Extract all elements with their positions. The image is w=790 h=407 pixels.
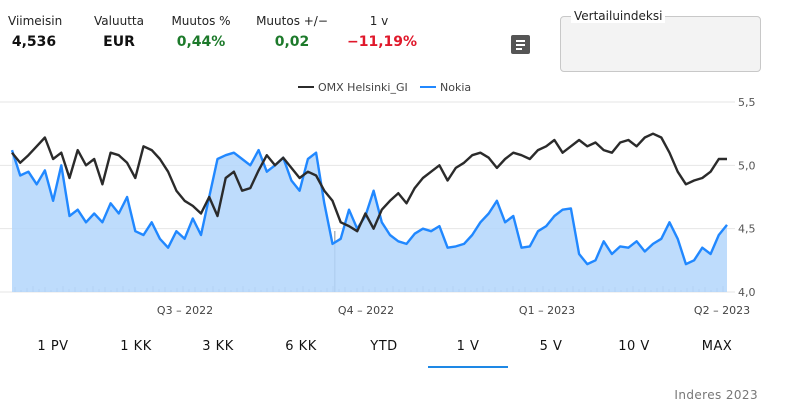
range-3kk[interactable]: 3 KK xyxy=(202,339,234,354)
legend-label-omx[interactable]: OMX Helsinki_GI xyxy=(318,81,408,94)
stat-last: Viimeisin 4,536 xyxy=(8,14,63,50)
stat-currency: Valuutta EUR xyxy=(92,14,146,50)
y-tick-label: 5,0 xyxy=(738,159,756,172)
stat-value: 0,44% xyxy=(176,34,226,50)
x-tick-label: Q4 – 2022 xyxy=(338,304,394,317)
range-selector: 1 PV 1 KK 3 KK 6 KK YTD 1 V 5 V 10 V MAX xyxy=(0,338,790,368)
stat-change-abs: Muutos +/− 0,02 xyxy=(254,14,330,50)
range-6kk[interactable]: 6 KK xyxy=(285,339,317,354)
range-10v[interactable]: 10 V xyxy=(618,339,650,354)
range-ytd[interactable]: YTD xyxy=(370,339,398,354)
benchmark-label: Vertailuindeksi xyxy=(571,9,666,23)
stat-label: 1 v xyxy=(369,14,389,28)
range-1pv[interactable]: 1 PV xyxy=(37,339,69,354)
y-axis: 4,0 4,5 5,0 5,5 xyxy=(738,96,756,299)
stat-label: Viimeisin xyxy=(8,14,63,28)
stat-label: Valuutta xyxy=(94,14,144,28)
stat-label: Muutos % xyxy=(171,14,231,28)
document-icon[interactable] xyxy=(511,35,530,54)
y-tick-label: 4,5 xyxy=(738,223,756,236)
chart-legend: OMX Helsinki_GI Nokia xyxy=(298,81,471,94)
stat-one-year: 1 v −11,19% xyxy=(347,14,418,50)
x-tick-label: Q3 – 2022 xyxy=(157,304,213,317)
stat-value: −11,19% xyxy=(347,34,418,50)
stat-value: 0,02 xyxy=(274,34,310,50)
range-1v[interactable]: 1 V xyxy=(428,338,508,368)
y-tick-label: 5,5 xyxy=(738,96,756,109)
nokia-line xyxy=(10,148,728,266)
range-5v[interactable]: 5 V xyxy=(539,339,563,354)
stat-label: Muutos +/− xyxy=(256,14,328,28)
stat-value: EUR xyxy=(103,34,135,50)
stat-change-pct: Muutos % 0,44% xyxy=(168,14,234,50)
x-tick-label: Q1 – 2023 xyxy=(519,304,575,317)
range-1kk[interactable]: 1 KK xyxy=(120,339,152,354)
legend-label-nokia[interactable]: Nokia xyxy=(440,81,471,94)
x-axis: Q3 – 2022 Q4 – 2022 Q1 – 2023 Q2 – 2023 xyxy=(157,304,750,317)
price-chart: OMX Helsinki_GI Nokia 4,0 4,5 5,0 5,5 Q3… xyxy=(0,81,756,317)
benchmark-select[interactable]: Vertailuindeksi xyxy=(560,9,761,72)
y-tick-label: 4,0 xyxy=(738,286,756,299)
omx-line xyxy=(11,132,727,233)
range-max[interactable]: MAX xyxy=(701,339,733,354)
x-tick-label: Q2 – 2023 xyxy=(694,304,750,317)
stat-value: 4,536 xyxy=(11,34,57,50)
credit-text: Inderes 2023 xyxy=(674,388,758,402)
